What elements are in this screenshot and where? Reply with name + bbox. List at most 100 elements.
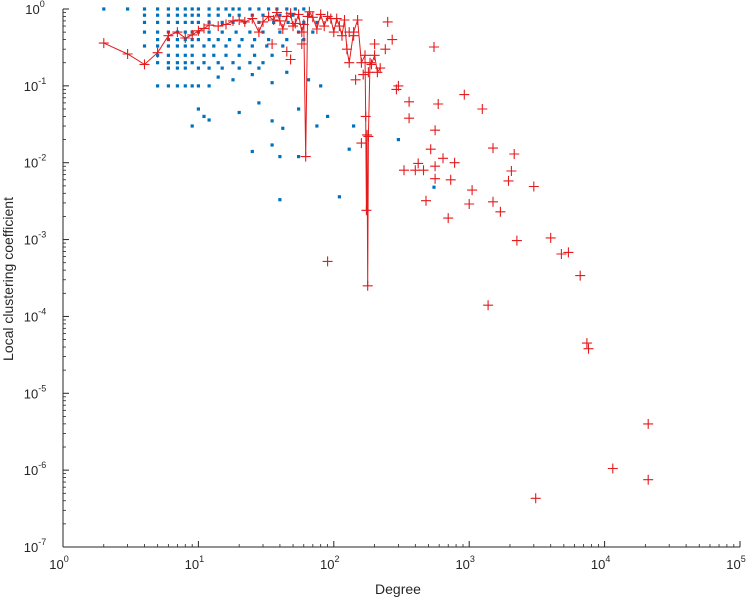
data-point xyxy=(302,7,306,11)
y-tick-label: 10-7 xyxy=(24,537,46,555)
data-point xyxy=(278,13,282,17)
data-point xyxy=(196,66,200,70)
data-point xyxy=(212,53,216,57)
data-point xyxy=(212,44,216,48)
data-point xyxy=(237,7,241,11)
data-point xyxy=(237,53,241,57)
data-point xyxy=(643,474,654,485)
data-point xyxy=(380,44,391,55)
series-1 xyxy=(102,7,436,202)
data-point xyxy=(253,27,264,38)
data-point xyxy=(142,20,147,24)
data-point xyxy=(183,7,187,11)
data-point xyxy=(319,84,323,88)
data-point xyxy=(315,20,319,24)
data-point xyxy=(202,53,206,57)
data-point xyxy=(449,157,460,168)
data-point xyxy=(190,7,194,11)
data-point xyxy=(365,57,375,68)
data-point xyxy=(396,138,400,142)
data-point xyxy=(399,165,409,176)
data-point xyxy=(285,8,296,19)
data-point xyxy=(288,21,298,32)
data-point xyxy=(270,81,274,85)
data-point xyxy=(361,205,372,216)
data-point xyxy=(311,30,315,34)
data-point xyxy=(307,12,318,23)
data-point xyxy=(183,61,187,65)
data-point xyxy=(190,20,194,24)
data-point xyxy=(231,61,235,65)
data-point xyxy=(207,38,211,42)
data-point xyxy=(430,125,441,136)
data-point xyxy=(228,13,232,17)
data-point xyxy=(506,166,517,176)
data-point xyxy=(302,11,313,22)
data-point xyxy=(265,44,269,48)
data-point xyxy=(270,143,274,147)
data-point xyxy=(356,138,367,149)
data-point xyxy=(183,53,187,57)
data-point xyxy=(356,57,367,68)
data-point xyxy=(306,78,311,82)
data-point xyxy=(363,67,374,78)
data-point xyxy=(190,53,194,57)
x-tick-base: 10 xyxy=(726,557,740,572)
data-point xyxy=(352,15,363,25)
x-tick-base: 10 xyxy=(591,557,605,572)
data-point xyxy=(263,11,274,22)
x-axis-title: Degree xyxy=(375,581,421,597)
data-point xyxy=(344,57,355,68)
x-tick-base: 10 xyxy=(455,557,469,572)
data-point xyxy=(220,20,224,24)
data-point xyxy=(261,13,265,17)
data-point xyxy=(281,46,292,57)
y-tick-exponent: -6 xyxy=(38,460,46,470)
data-point xyxy=(304,6,315,17)
y-tick-base: 10 xyxy=(24,309,38,324)
data-point xyxy=(248,7,252,11)
x-tick-base: 10 xyxy=(49,557,63,572)
data-point xyxy=(563,247,574,258)
y-tick-base: 10 xyxy=(24,79,38,94)
data-point xyxy=(139,59,150,70)
data-point xyxy=(511,235,522,246)
data-point xyxy=(207,7,211,11)
data-point xyxy=(285,7,289,11)
data-point xyxy=(156,13,160,17)
data-point xyxy=(382,16,393,27)
x-tick-exponent: 4 xyxy=(605,554,610,564)
data-point xyxy=(360,111,371,122)
data-point xyxy=(204,20,215,30)
data-point xyxy=(156,7,160,11)
x-tick-exponent: 5 xyxy=(741,554,746,564)
data-point xyxy=(216,61,220,65)
x-tick-label: 105 xyxy=(726,554,745,572)
data-point xyxy=(477,104,488,114)
data-point xyxy=(190,124,194,128)
data-point xyxy=(166,53,170,57)
y-tick-exponent: -3 xyxy=(38,230,46,240)
data-point xyxy=(196,107,200,111)
data-layer xyxy=(98,6,654,504)
data-point xyxy=(237,110,241,115)
data-point xyxy=(166,84,170,88)
y-tick-base: 10 xyxy=(24,540,38,555)
data-point xyxy=(190,13,194,17)
data-point xyxy=(216,38,220,42)
data-point xyxy=(445,174,456,185)
data-point xyxy=(248,30,252,34)
data-point xyxy=(545,232,556,243)
data-point xyxy=(102,7,106,11)
data-point xyxy=(430,161,441,172)
data-point xyxy=(270,53,274,57)
data-point xyxy=(315,9,326,20)
data-point xyxy=(175,84,179,88)
data-point xyxy=(183,84,187,88)
data-point xyxy=(296,39,307,49)
data-point xyxy=(166,7,170,11)
data-point xyxy=(404,113,415,124)
data-point xyxy=(231,7,235,11)
data-point xyxy=(220,30,224,34)
data-point xyxy=(257,66,261,70)
